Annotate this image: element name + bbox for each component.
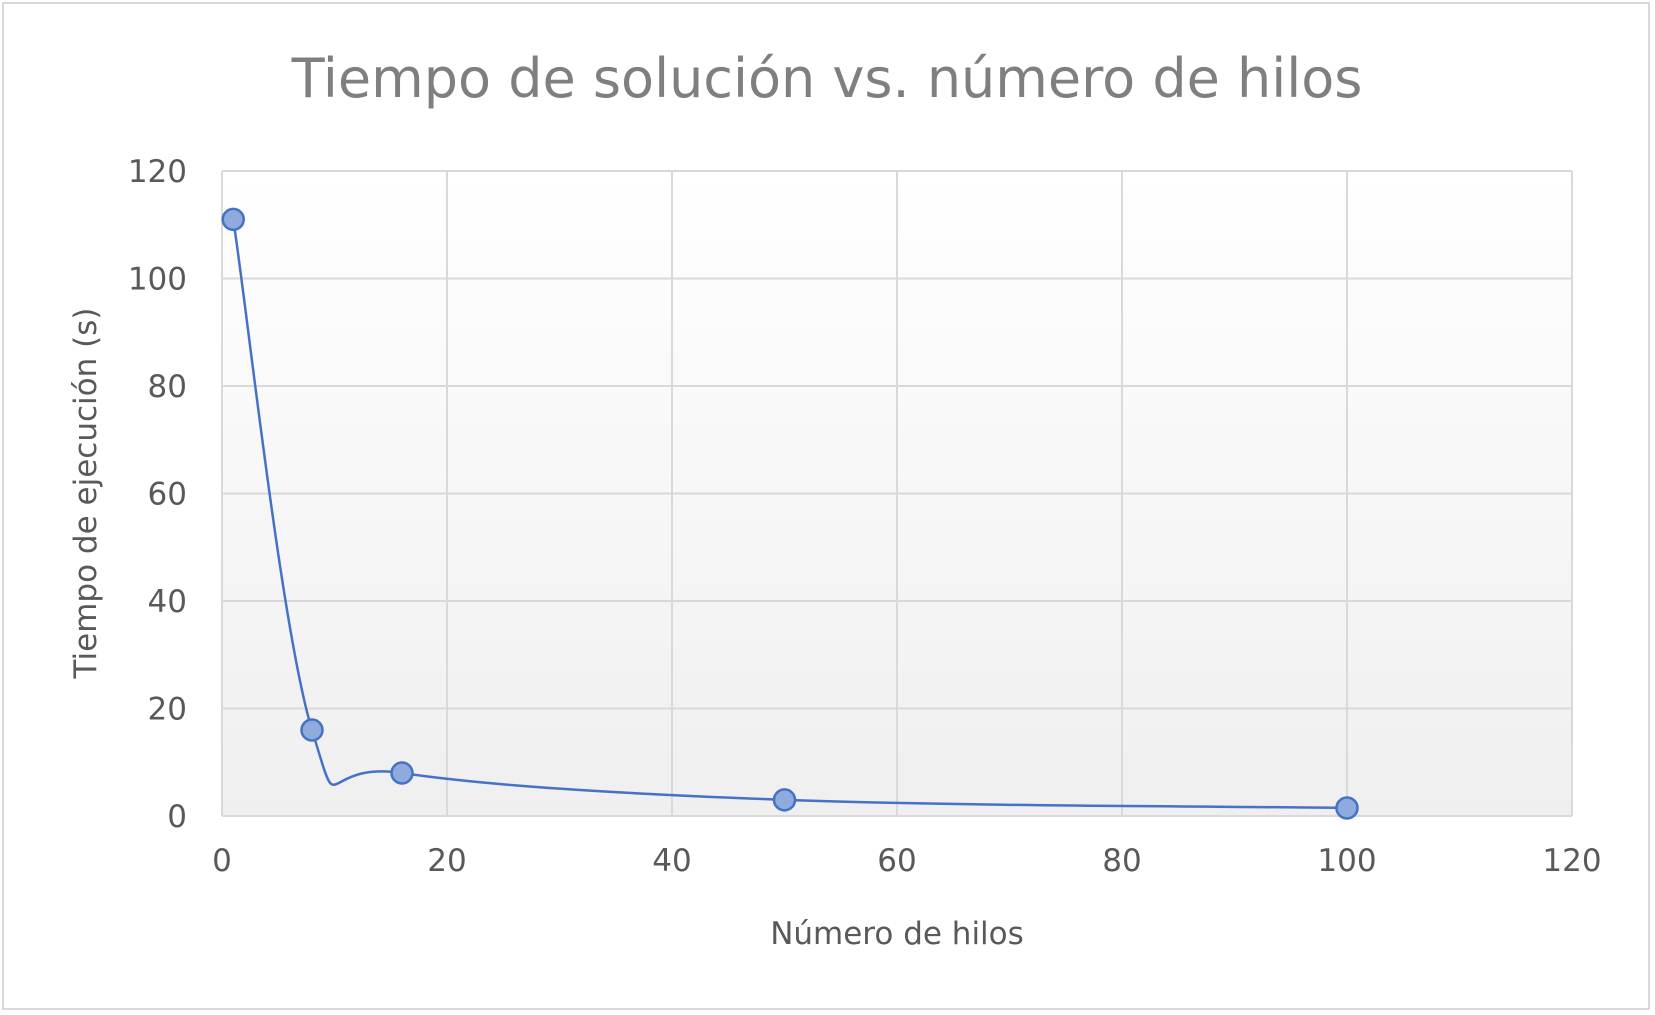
- data-point: [221, 207, 245, 232]
- x-tick-label: 80: [1102, 843, 1141, 879]
- x-axis-ticks: 0 20 40 60 80 100 120: [212, 843, 1601, 879]
- y-tick-label: 0: [167, 799, 187, 835]
- y-axis-ticks: 0 20 40 60 80 100 120: [128, 154, 187, 835]
- y-tick-label: 60: [148, 477, 187, 513]
- chart-title: Tiempo de solución vs. número de hilos: [291, 47, 1363, 110]
- y-tick-label: 40: [148, 584, 187, 620]
- x-tick-label: 60: [877, 843, 916, 879]
- x-tick-label: 20: [427, 843, 466, 879]
- gridlines: [221, 170, 1573, 817]
- data-point: [772, 788, 797, 812]
- x-tick-label: 120: [1542, 843, 1601, 879]
- series-trend-line: [232, 219, 1348, 810]
- data-point: [390, 761, 414, 785]
- data-point: [1335, 796, 1359, 820]
- data-points: [221, 207, 1359, 820]
- data-point: [300, 718, 324, 742]
- y-tick-label: 120: [128, 154, 187, 190]
- x-tick-label: 100: [1317, 843, 1376, 879]
- y-axis-label: Tiempo de ejecución (s): [68, 308, 104, 680]
- y-tick-label: 20: [148, 692, 187, 728]
- y-tick-label: 100: [128, 262, 187, 298]
- y-tick-label: 80: [148, 369, 187, 405]
- x-tick-label: 0: [212, 843, 232, 879]
- x-axis-label: Número de hilos: [770, 916, 1024, 952]
- x-tick-label: 40: [652, 843, 691, 879]
